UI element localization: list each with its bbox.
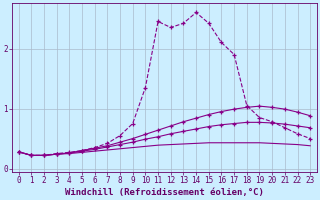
X-axis label: Windchill (Refroidissement éolien,°C): Windchill (Refroidissement éolien,°C): [65, 188, 264, 197]
